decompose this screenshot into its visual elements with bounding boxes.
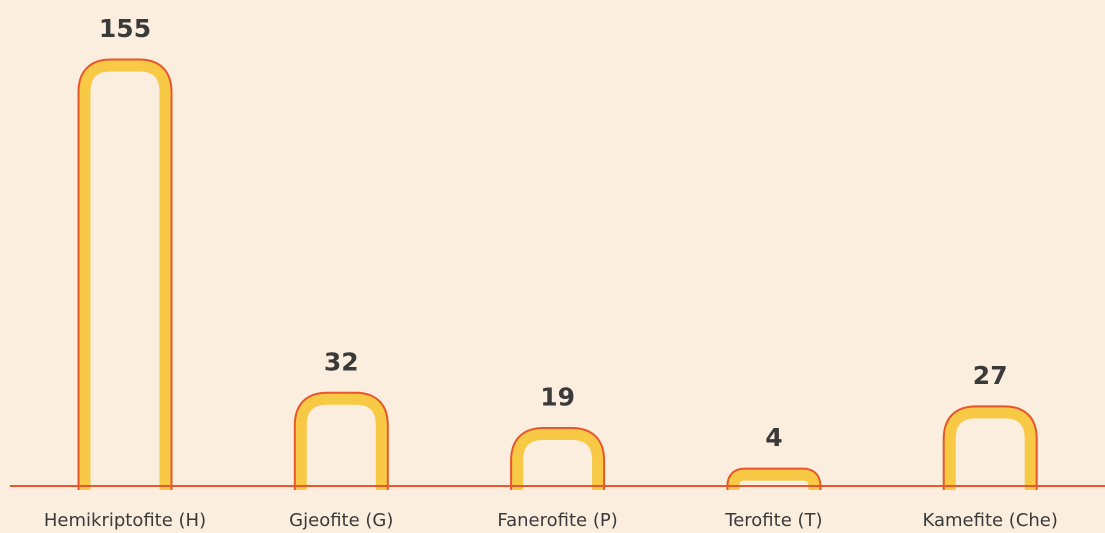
bar-body (79, 60, 171, 490)
bar (510, 427, 606, 490)
category-label: Hemikriptofite (H) (44, 510, 206, 531)
bar (942, 405, 1038, 490)
value-label: 27 (973, 361, 1008, 390)
bar (293, 391, 389, 490)
bar-body (512, 429, 604, 490)
bar (77, 58, 173, 490)
value-label: 19 (540, 383, 575, 412)
bar-body (728, 469, 820, 490)
bar-body (944, 407, 1036, 490)
category-label: Terofite (T) (724, 510, 822, 531)
value-label: 32 (324, 347, 359, 376)
bar (726, 467, 822, 490)
category-label: Gjeofite (G) (289, 510, 393, 531)
value-label: 155 (99, 14, 151, 43)
category-label: Fanerofite (P) (497, 510, 617, 531)
bar-body (295, 393, 387, 490)
value-label: 4 (765, 423, 782, 452)
category-label: Kamefite (Che) (922, 510, 1057, 531)
